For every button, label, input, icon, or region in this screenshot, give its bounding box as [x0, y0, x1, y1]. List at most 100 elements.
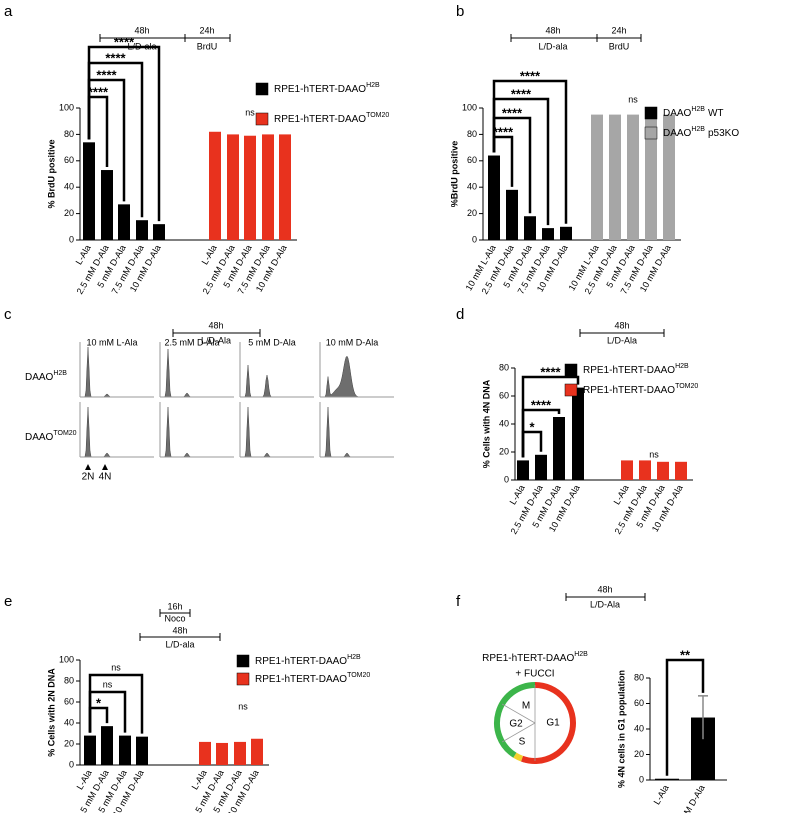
cycle-arc	[520, 682, 576, 764]
label: RPE1-hTERT-DAAOH2B	[274, 82, 380, 95]
bar	[657, 461, 669, 480]
timeline-label: 48h	[208, 320, 223, 330]
column-label: 2.5 mM D-Ala	[164, 337, 219, 347]
bar	[506, 189, 518, 240]
y-axis-label: % Cells with 4N DNA	[481, 379, 491, 468]
timeline-label: L/D-Ala	[607, 335, 637, 345]
significance-label: ns	[238, 701, 248, 711]
text-part: WT	[708, 108, 724, 119]
legend-swatch	[564, 363, 578, 377]
label: RPE1-hTERT-DAAOH2B	[255, 654, 361, 667]
bar	[136, 220, 148, 240]
label: DAAOH2B WT	[663, 106, 724, 119]
y-tick-label: 80	[499, 362, 509, 372]
marker-arrow	[85, 464, 91, 470]
bar	[535, 454, 547, 480]
legend-swatch	[236, 672, 250, 686]
bar	[262, 134, 274, 240]
text-part: DAAO	[663, 108, 692, 119]
column-label: 10 mM L-Ala	[86, 337, 137, 347]
panel-letter: b	[456, 3, 464, 20]
y-tick-label: 60	[634, 698, 644, 708]
y-tick-label: 40	[467, 182, 477, 192]
y-tick-label: 20	[499, 446, 509, 456]
y-tick-label: 60	[467, 155, 477, 165]
superscript: TOM20	[675, 383, 698, 390]
significance-label: ****	[531, 397, 552, 412]
panel-letter: d	[456, 306, 464, 323]
superscript: TOM20	[53, 430, 76, 437]
label: RPE1-hTERT-DAAOTOM20	[583, 383, 698, 396]
significance-bracket	[521, 430, 543, 458]
y-tick-label: 80	[467, 129, 477, 139]
histogram	[160, 348, 234, 398]
y-tick-label: 20	[467, 208, 477, 218]
significance-label: ****	[114, 34, 135, 49]
text-part: DAAO	[663, 128, 692, 139]
y-tick-label: 20	[64, 208, 74, 218]
label: RPE1-hTERT-DAAOH2B	[482, 651, 588, 664]
significance-label: *	[529, 419, 535, 434]
phase-label: G1	[546, 718, 560, 729]
bar	[83, 142, 95, 240]
marker-label: 2N	[82, 472, 95, 483]
significance-label: ns	[628, 94, 638, 104]
significance-label: **	[680, 647, 691, 662]
bar	[621, 460, 633, 480]
significance-label: ns	[103, 679, 113, 689]
y-tick-label: 40	[64, 182, 74, 192]
y-tick-label: 100	[59, 654, 74, 664]
timeline-label: 48h	[614, 320, 629, 330]
timeline-label: 48h	[545, 25, 560, 35]
text-part: RPE1-hTERT-DAAO	[274, 114, 366, 125]
timeline-label: 24h	[611, 25, 626, 35]
marker-arrow	[102, 464, 108, 470]
text-part: p53KO	[708, 128, 739, 139]
timeline-label: L/D-Ala	[201, 335, 231, 345]
text-part: RPE1-hTERT-DAAO	[583, 385, 675, 396]
timeline-label: 24h	[199, 25, 214, 35]
superscript: H2B	[347, 654, 361, 661]
significance-label: ns	[245, 107, 255, 117]
x-tick-label: L-Ala	[652, 783, 671, 806]
significance-label: ****	[540, 364, 561, 379]
bar	[560, 226, 572, 240]
panel-letter: c	[4, 306, 12, 323]
bar	[153, 224, 165, 240]
bar	[488, 155, 500, 240]
timeline-label: 48h	[597, 584, 612, 594]
text-part: RPE1-hTERT-DAAO	[255, 674, 347, 685]
y-tick-label: 0	[472, 234, 477, 244]
y-tick-label: 60	[64, 696, 74, 706]
text-part: RPE1-hTERT-DAAO	[583, 365, 675, 376]
histogram	[80, 346, 154, 398]
y-axis-label: %BrdU positive	[449, 141, 459, 208]
significance-label: ****	[105, 50, 126, 65]
panel-letter: f	[456, 593, 461, 610]
timeline-label: 48h	[134, 25, 149, 35]
diagram-subtitle: + FUCCI	[515, 669, 554, 680]
bar	[591, 114, 603, 240]
histogram	[240, 364, 314, 398]
text-part: RPE1-hTERT-DAAO	[255, 656, 347, 667]
y-tick-label: 60	[64, 155, 74, 165]
x-tick-label: 10 mM D-Ala	[672, 783, 707, 813]
legend-swatch	[564, 383, 578, 397]
cycle-divider	[501, 722, 536, 743]
timeline-label: L/D-ala	[538, 41, 567, 51]
text-part: RPE1-hTERT-DAAO	[482, 653, 574, 664]
cycle-arc	[494, 682, 536, 758]
legend-swatch	[644, 126, 658, 140]
label: DAAOH2B	[25, 370, 67, 383]
bar	[118, 204, 130, 240]
column-label: 10 mM D-Ala	[326, 337, 379, 347]
significance-label: *	[96, 695, 102, 710]
bar	[227, 134, 239, 240]
label: DAAOTOM20	[25, 430, 77, 443]
significance-label: ****	[88, 84, 109, 99]
y-axis-label: % Cells with 2N DNA	[46, 668, 56, 757]
y-tick-label: 0	[504, 474, 509, 484]
label: RPE1-hTERT-DAAOTOM20	[255, 672, 370, 685]
legend-swatch	[255, 112, 269, 126]
